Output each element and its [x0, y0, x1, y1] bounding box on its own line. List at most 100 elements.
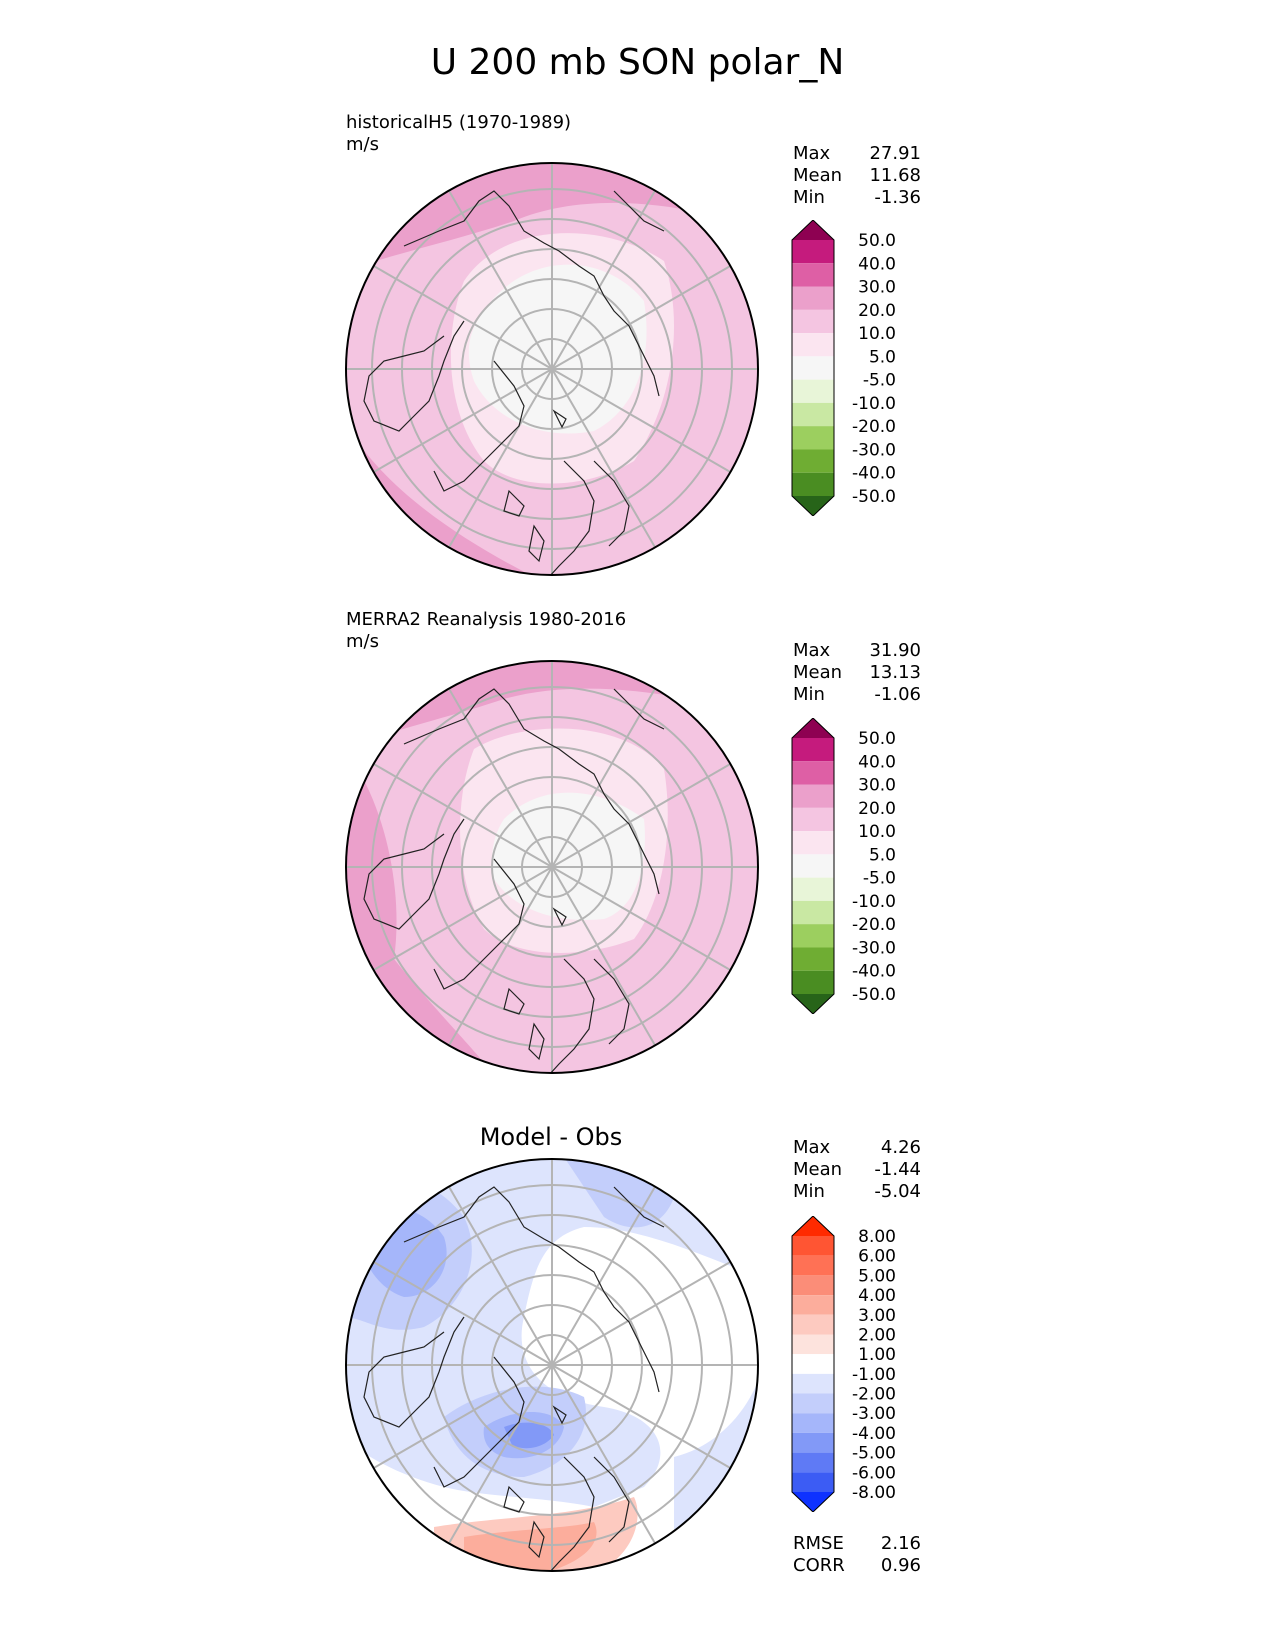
colorbar-outline: [791, 1216, 835, 1512]
colorbar-tick-label: 40.0: [858, 752, 896, 772]
colorbar-tick-label: -10.0: [852, 892, 896, 912]
colorbar-segment: [792, 854, 834, 878]
colorbar-tick-label: -8.00: [852, 1483, 896, 1503]
colorbar-tick-label: -3.00: [852, 1404, 896, 1424]
stat-min: Min -1.06: [793, 684, 921, 705]
colorbar-segment: [792, 496, 834, 516]
colorbar-tick-label: 5.00: [858, 1266, 896, 1286]
colorbar-tick-label: 1.00: [858, 1345, 896, 1365]
panel-1-stats: Max 27.91 Mean 11.68 Min -1.36: [793, 143, 921, 209]
colorbar-segment: [792, 738, 834, 762]
colorbar-tick-label: 2.00: [858, 1325, 896, 1345]
colorbar-tick-label: -4.00: [852, 1424, 896, 1444]
colorbar-outline: [791, 220, 835, 516]
colorbar-segment: [792, 240, 834, 264]
colorbar-tick-label: 30.0: [858, 278, 896, 298]
panel-3-title: Model - Obs: [479, 1123, 623, 1151]
stat-min: Min -1.36: [793, 187, 921, 208]
stat-max: Max 31.90: [793, 640, 921, 661]
colorbar-tick-label: 40.0: [858, 254, 896, 274]
colorbar-main-2: 50.0 40.0 30.0 20.0 10.0 5.0 -5.0 -10.0 -20.0 -30…: [791, 718, 896, 1014]
stat-mean: Mean -1.44: [793, 1159, 921, 1180]
colorbar-tick-label: -6.00: [852, 1463, 896, 1483]
panel-3-metrics: RMSE 2.16 CORR 0.96: [793, 1533, 921, 1577]
colorbar-segment: [792, 1354, 834, 1374]
figure-title: U 200 mb SON polar_N: [430, 42, 845, 83]
colorbar-tick-label: 10.0: [858, 324, 896, 344]
colorbar-tick-label: -10.0: [852, 394, 896, 414]
colorbar-segment: [792, 1472, 834, 1492]
colorbar-segment: [792, 1314, 834, 1335]
colorbar-segment: [792, 1492, 834, 1512]
colorbar-tick-label: 3.00: [858, 1306, 896, 1326]
stat-max: Max 27.91: [793, 143, 921, 164]
colorbar-segment: [792, 718, 834, 738]
colorbar-main-1: 50.0 40.0 30.0 20.0 10.0 5.0 -5.0 -10.0 -20.0 -30…: [791, 220, 896, 516]
colorbar-segment: [792, 1393, 834, 1414]
colorbar-tick-label: 6.00: [858, 1247, 896, 1267]
colorbar-tick-label: 20.0: [858, 799, 896, 819]
panel-1-title: historicalH5 (1970-1989): [346, 112, 572, 133]
colorbar-tick-label: 50.0: [858, 729, 896, 749]
stat-min: Min -5.04: [793, 1181, 921, 1202]
panel-2-stats: Max 31.90 Mean 13.13 Min -1.06: [793, 640, 921, 706]
colorbar-segment: [792, 784, 834, 808]
colorbar-segment: [792, 356, 834, 380]
stat-mean: Mean 13.13: [793, 662, 921, 683]
colorbar-tick-label: -5.00: [852, 1444, 896, 1464]
colorbar-tick-label: -30.0: [852, 938, 896, 958]
colorbar-segment: [792, 877, 834, 901]
panel-3-stats: Max 4.26 Mean -1.44 Min -5.04: [793, 1137, 921, 1203]
colorbar-tick-label: -50.0: [852, 985, 896, 1005]
panel-2-title: MERRA2 Reanalysis 1980-2016: [346, 609, 627, 630]
colorbar-segment: [792, 831, 834, 855]
colorbar-segment: [792, 426, 834, 450]
colorbar-segment: [792, 1432, 834, 1453]
colorbar-tick-label: -40.0: [852, 962, 896, 982]
panel-2-polar-map: [345, 660, 759, 1074]
metric-rmse: RMSE 2.16: [793, 1533, 921, 1554]
colorbar-tick-label: 4.00: [858, 1286, 896, 1306]
colorbar-tick-label: -50.0: [852, 487, 896, 507]
colorbar-tick-label: 10.0: [858, 822, 896, 842]
colorbar-tick-label: 5.0: [869, 347, 896, 367]
colorbar-segment: [792, 286, 834, 310]
colorbar-segment: [792, 761, 834, 785]
stat-mean: Mean 11.68: [793, 165, 921, 186]
colorbar-segment: [792, 472, 834, 496]
colorbar-segment: [792, 900, 834, 925]
colorbar-segment: [792, 220, 834, 240]
colorbar-segment: [792, 309, 834, 334]
colorbar-tick-label: -20.0: [852, 417, 896, 437]
colorbar-tick-label: 50.0: [858, 231, 896, 251]
colorbar-segment: [792, 449, 834, 473]
colorbar-tick-label: -2.00: [852, 1385, 896, 1405]
colorbar-tick-label: -40.0: [852, 464, 896, 484]
colorbar-segment: [792, 1295, 834, 1315]
colorbar-tick-label: 5.0: [869, 845, 896, 865]
colorbar-segment: [792, 1216, 834, 1236]
colorbar-tick-label: -30.0: [852, 440, 896, 460]
panel-1-polar-map: [345, 162, 759, 576]
colorbar-segment: [792, 333, 834, 357]
colorbar-tick-label: -5.0: [863, 869, 896, 889]
colorbar-outline: [791, 718, 835, 1014]
colorbar-tick-label: 8.00: [858, 1227, 896, 1247]
stat-max: Max 4.26: [793, 1137, 921, 1158]
colorbar-diff: 8.006.005.004.003.002.001.00-1.00-2.00-3…: [791, 1216, 896, 1512]
colorbar-segment: [792, 1275, 834, 1296]
colorbar-segment: [792, 1452, 834, 1473]
colorbar-segment: [792, 1373, 834, 1394]
colorbar-segment: [792, 1413, 834, 1433]
colorbar-segment: [792, 970, 834, 994]
colorbar-segment: [792, 1236, 834, 1256]
colorbar-tick-label: -5.0: [863, 371, 896, 391]
metric-corr: CORR 0.96: [793, 1555, 921, 1576]
colorbar-segment: [792, 1255, 834, 1276]
panel-3-polar-map: [345, 1158, 759, 1572]
colorbar-segment: [792, 994, 834, 1014]
colorbar-segment: [792, 379, 834, 403]
colorbar-segment: [792, 807, 834, 832]
colorbar-tick-label: -20.0: [852, 915, 896, 935]
panel-2-units: m/s: [346, 631, 379, 652]
